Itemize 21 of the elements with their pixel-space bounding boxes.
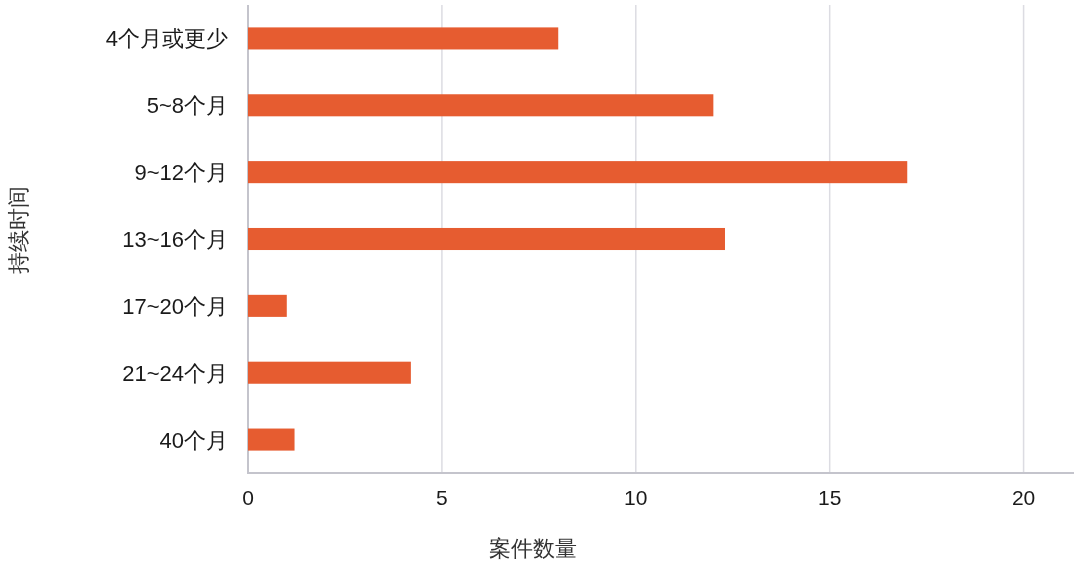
y-tick-label: 9~12个月 [134,160,228,186]
bar [248,294,287,317]
bar [248,361,411,384]
bar [248,161,908,184]
x-tick-label: 0 [242,486,254,509]
bar [248,27,559,50]
bar [248,227,725,251]
y-axis-title: 持续时间 [6,186,31,274]
y-tick-label: 40个月 [159,427,228,453]
x-tick-label: 5 [436,486,448,509]
y-tick-label: 13~16个月 [122,227,228,252]
y-tick-label: 5~8个月 [146,93,228,119]
x-tick-label: 15 [818,486,842,509]
x-tick-label: 10 [624,486,648,509]
y-tick-label: 21~24个月 [122,360,228,386]
bar [248,428,295,451]
bar [248,94,714,117]
y-tick-label: 4个月或更少 [105,26,228,52]
x-tick-label: 20 [1011,486,1036,509]
y-tick-label: 17~20个月 [122,293,228,319]
x-axis-title: 案件数量 [489,536,577,561]
